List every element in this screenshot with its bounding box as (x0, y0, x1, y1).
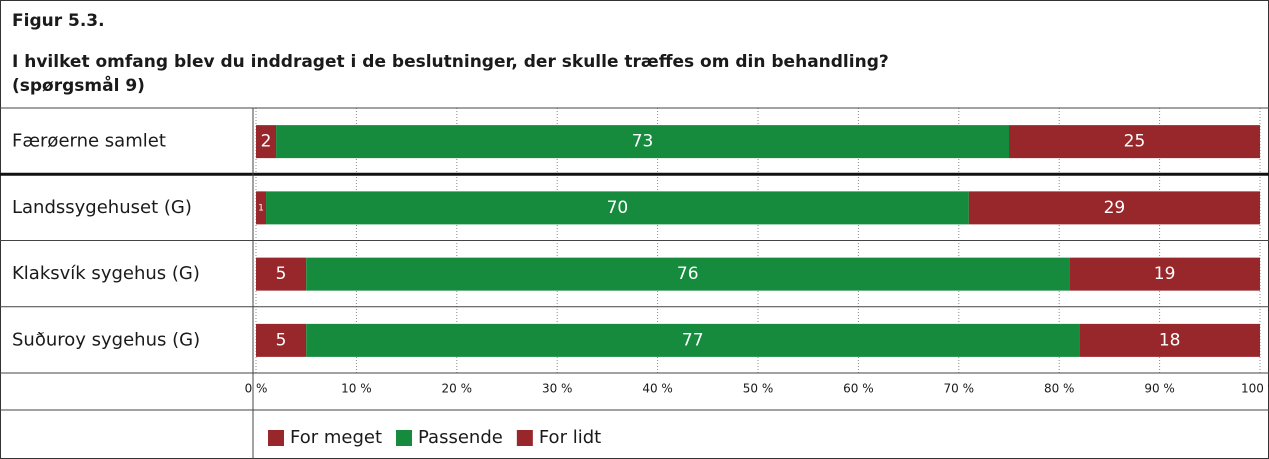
bar-segment (256, 323, 307, 357)
x-tick-label: 20 % (442, 382, 473, 396)
value-label: 5 (276, 330, 287, 350)
x-tick-label: 0 % (245, 382, 268, 396)
x-tick-label: 30 % (542, 382, 573, 396)
bar-segment (276, 125, 1010, 159)
legend-label: For lidt (539, 427, 601, 448)
bar-segment (1009, 125, 1260, 159)
value-label: 19 (1154, 264, 1176, 284)
x-tick-label: 90 % (1144, 382, 1175, 396)
category-label: Klaksvík sygehus (G) (12, 263, 200, 284)
bar-segment (256, 191, 267, 225)
legend-label: Passende (418, 427, 503, 448)
value-label: 2 (261, 132, 272, 152)
value-label: 5 (276, 264, 287, 284)
x-tick-label: 60 % (843, 382, 874, 396)
category-label: Landssygehuset (G) (12, 197, 192, 218)
category-label: Færøerne samlet (12, 131, 166, 152)
chart-title: I hvilket omfang blev du inddraget i de … (12, 52, 889, 72)
legend-swatch (396, 430, 413, 446)
bar-segment (1079, 323, 1260, 357)
x-tick-label: 100 % (1241, 382, 1269, 396)
value-label: 1 (258, 203, 264, 213)
legend-swatch (516, 430, 533, 446)
bar-segment (306, 323, 1080, 357)
bar-segment (306, 257, 1070, 291)
value-label: 76 (677, 264, 699, 284)
legend-swatch (268, 430, 284, 446)
x-tick-label: 50 % (743, 382, 774, 396)
bar-segment (968, 191, 1260, 225)
bar-segment (256, 257, 307, 291)
value-label: 70 (607, 198, 629, 218)
value-label: 25 (1124, 132, 1146, 152)
x-tick-label: 70 % (944, 382, 975, 396)
x-tick-label: 40 % (642, 382, 673, 396)
x-tick-label: 10 % (341, 382, 372, 396)
x-tick-label: 80 % (1044, 382, 1075, 396)
bar-segment (266, 191, 969, 225)
value-label: 18 (1159, 330, 1181, 350)
chart-title: Figur 5.3. (12, 11, 105, 31)
category-label: Suðuroy sygehus (G) (12, 329, 200, 350)
bar-segment (1069, 257, 1260, 291)
value-label: 77 (682, 330, 704, 350)
value-label: 29 (1104, 198, 1126, 218)
bar-segment (256, 125, 277, 159)
chart-title: (spørgsmål 9) (12, 74, 145, 96)
legend-label: For meget (290, 427, 382, 448)
value-label: 73 (632, 132, 654, 152)
